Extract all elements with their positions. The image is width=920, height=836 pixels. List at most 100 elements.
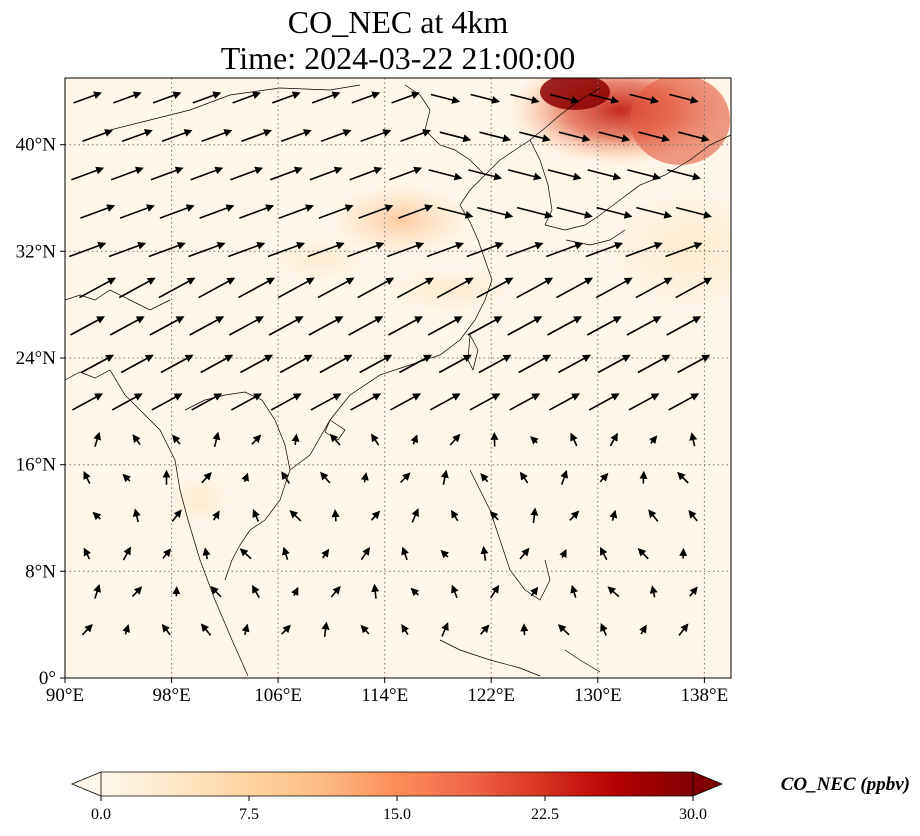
wind-vector-arrow: [506, 241, 544, 258]
wind-vector-arrow: [282, 546, 290, 560]
wind-vector-arrow: [230, 166, 264, 181]
wind-vector-arrow: [440, 469, 449, 485]
wind-vector-arrow: [93, 583, 101, 599]
wind-vector-arrow: [241, 472, 249, 483]
wind-vector-arrow: [530, 507, 539, 523]
wind-vector-arrow: [279, 354, 313, 374]
wind-vector-arrow: [81, 354, 115, 374]
wind-vector-arrow: [239, 204, 275, 219]
wind-vector-arrow: [311, 91, 341, 104]
wind-vector-arrow: [171, 509, 182, 522]
wind-vector-arrow: [469, 393, 501, 411]
wind-vector-arrow: [626, 316, 662, 336]
wind-vector-arrow: [588, 393, 620, 411]
wind-vector-arrow: [598, 131, 631, 143]
wind-vector-arrow: [192, 91, 222, 104]
wind-vector-arrow: [675, 206, 712, 219]
map-title: CO_NEC at 4km: [287, 4, 509, 40]
wind-vector-arrow: [152, 91, 182, 104]
wind-vector-arrow: [689, 586, 698, 597]
wind-vector-arrow: [350, 393, 382, 411]
colorbar-tick-label: 30.0: [679, 806, 707, 823]
wind-vector-arrow: [587, 169, 622, 181]
wind-vector-arrow: [319, 354, 353, 374]
wind-vector-arrow: [172, 434, 181, 445]
wind-vector-arrow: [199, 204, 235, 219]
wind-vector-arrow: [519, 471, 529, 484]
wind-vector-arrow: [410, 587, 420, 597]
colorbar-tick-label: 15.0: [383, 806, 411, 823]
wind-vector-arrow: [549, 93, 580, 104]
wind-vector-arrow: [232, 91, 261, 104]
wind-vector-arrow: [201, 472, 212, 484]
wind-vector-arrow: [547, 169, 582, 181]
wind-vector-arrow: [281, 471, 291, 484]
wind-vector-arrow: [83, 470, 91, 484]
wind-vector-arrow: [549, 393, 581, 411]
wind-vector-arrow: [110, 166, 144, 181]
wind-vector-arrow: [399, 354, 433, 374]
lon-tick-label: 98°E: [152, 685, 190, 706]
wind-vector-arrow: [558, 354, 592, 374]
wind-vector-arrow: [360, 624, 370, 635]
wind-vector-arrow: [212, 510, 220, 521]
wind-vector-arrow: [398, 204, 434, 219]
wind-vector-arrow: [401, 624, 409, 636]
wind-vector-arrow: [309, 166, 343, 181]
wind-vector-arrow: [151, 393, 183, 411]
wind-vector-arrow: [440, 549, 449, 559]
wind-vector-arrow: [470, 93, 500, 104]
gridlines: [65, 78, 731, 678]
wind-vector-arrow: [238, 277, 276, 299]
wind-vector-arrow: [307, 241, 345, 258]
colorbar-tick-label: 0.0: [91, 806, 111, 823]
wind-vector-arrow: [518, 354, 552, 374]
map-plot-area: [65, 78, 731, 678]
wind-vector-arrow: [635, 277, 673, 299]
wind-vector-arrow: [666, 316, 702, 336]
wind-vector-arrow: [437, 206, 474, 219]
wind-vector-arrow: [466, 241, 504, 258]
wind-vector-arrow: [148, 241, 186, 258]
colorbar-max-extend: [692, 771, 724, 797]
wind-vector-arrow: [678, 131, 710, 143]
wind-vector-arrow: [427, 316, 463, 336]
wind-vector-arrow: [83, 547, 91, 560]
wind-vector-arrow: [649, 585, 658, 598]
wind-vector-arrow: [118, 277, 156, 299]
map-time-subtitle: Time: 2024-03-22 21:00:00: [220, 40, 576, 76]
wind-vector-arrow: [320, 471, 331, 484]
wind-vector-arrow: [161, 623, 171, 636]
wind-vector-arrow: [241, 129, 273, 143]
wind-vector-arrow: [162, 548, 172, 559]
wind-vector-arrow: [291, 586, 299, 597]
lon-tick-label: 138°E: [681, 685, 729, 706]
wind-vector-arrow: [397, 277, 435, 299]
wind-vector-arrow: [370, 510, 381, 521]
wind-vector-arrow: [210, 586, 222, 598]
wind-vector-arrow: [360, 129, 392, 143]
lon-tick-label: 114°E: [361, 685, 408, 706]
wind-vector-arrow: [609, 509, 618, 521]
wind-vector-arrow: [649, 435, 658, 445]
lat-tick-label: 16°N: [16, 455, 57, 476]
wind-vector-arrow: [289, 510, 302, 522]
wind-vector-arrow: [321, 548, 330, 559]
wind-vector-arrow: [546, 241, 584, 258]
wind-vector-arrow: [677, 471, 689, 484]
wind-vector-arrow: [360, 472, 369, 483]
wind-vector-arrow: [149, 316, 185, 336]
wind-vector-arrow: [92, 511, 102, 521]
wind-vector-arrow: [589, 93, 620, 104]
wind-vector-arrow: [252, 509, 260, 522]
wind-vector-arrow: [329, 433, 341, 446]
wind-vector-arrow: [569, 510, 580, 521]
wind-vector-arrow: [321, 621, 330, 638]
wind-vector-arrow: [277, 277, 315, 299]
wind-vector-arrow: [122, 473, 131, 483]
lat-tick-label: 24°N: [16, 348, 57, 369]
wind-vector-arrow: [530, 586, 539, 597]
lat-tick-label: 32°N: [16, 241, 57, 262]
wind-vector-arrow: [387, 241, 425, 258]
wind-vector-arrow: [347, 241, 385, 258]
